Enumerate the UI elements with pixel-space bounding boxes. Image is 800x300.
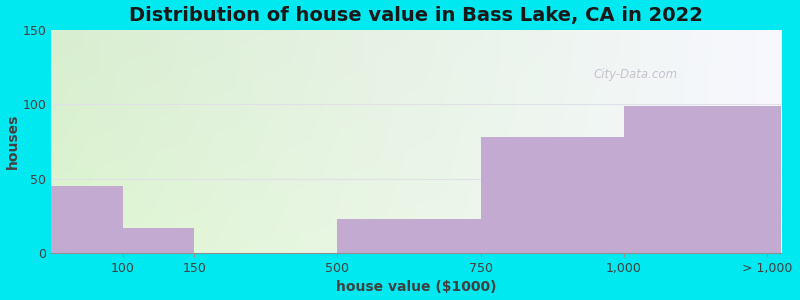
Bar — [338, 219, 481, 253]
Bar — [624, 106, 782, 253]
Y-axis label: houses: houses — [6, 114, 19, 169]
Title: Distribution of house value in Bass Lake, CA in 2022: Distribution of house value in Bass Lake… — [130, 6, 703, 25]
Bar — [51, 186, 122, 253]
X-axis label: house value ($1000): house value ($1000) — [336, 280, 497, 294]
Bar — [122, 228, 194, 253]
Text: City-Data.com: City-Data.com — [594, 68, 678, 81]
Bar — [481, 137, 624, 253]
